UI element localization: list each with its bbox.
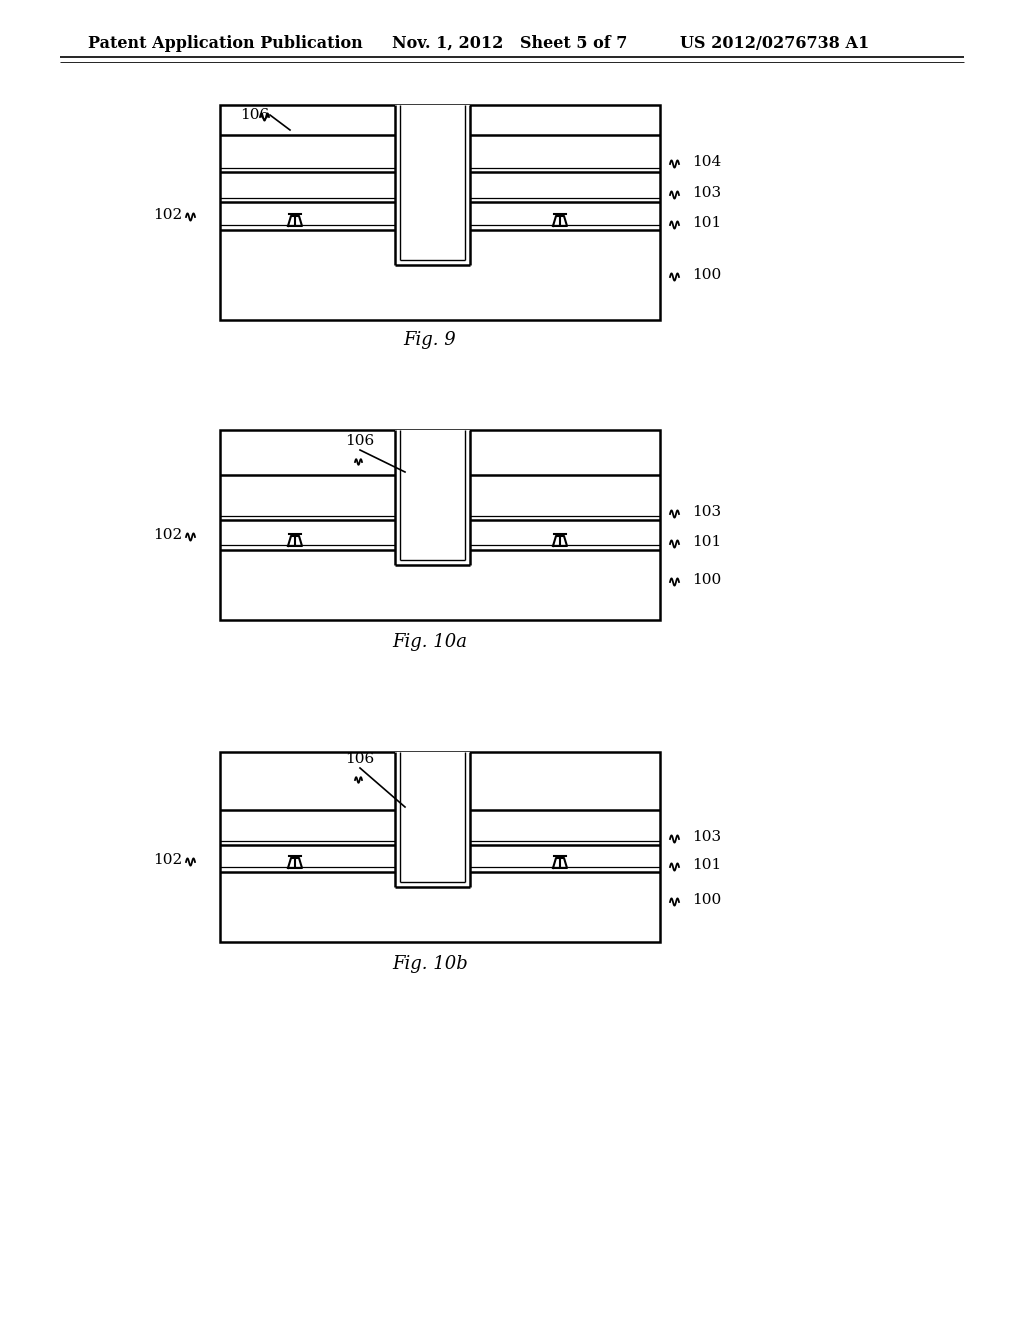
Text: 104: 104 <box>692 154 721 169</box>
Text: Fig. 9: Fig. 9 <box>403 331 457 348</box>
Text: Fig. 10a: Fig. 10a <box>392 634 468 651</box>
Text: 103: 103 <box>692 506 721 519</box>
Bar <box>220 106 660 319</box>
Text: 102: 102 <box>153 528 182 543</box>
Bar <box>220 430 660 620</box>
Text: 102: 102 <box>153 209 182 222</box>
Text: 101: 101 <box>692 535 721 549</box>
Text: 106: 106 <box>240 108 269 121</box>
Text: 100: 100 <box>692 268 721 282</box>
Text: 103: 103 <box>692 830 721 843</box>
Bar <box>220 752 660 942</box>
Bar <box>395 752 470 887</box>
Text: Patent Application Publication: Patent Application Publication <box>88 34 362 51</box>
Text: 106: 106 <box>345 752 375 766</box>
Text: 103: 103 <box>692 186 721 201</box>
Text: 101: 101 <box>692 858 721 873</box>
Text: US 2012/0276738 A1: US 2012/0276738 A1 <box>680 34 869 51</box>
Text: 106: 106 <box>345 434 375 447</box>
Text: Fig. 10b: Fig. 10b <box>392 954 468 973</box>
Text: 101: 101 <box>692 216 721 230</box>
Text: Nov. 1, 2012: Nov. 1, 2012 <box>392 34 504 51</box>
Text: 102: 102 <box>153 853 182 867</box>
Text: Sheet 5 of 7: Sheet 5 of 7 <box>520 34 628 51</box>
Text: 100: 100 <box>692 894 721 907</box>
Bar <box>395 430 470 565</box>
Text: 100: 100 <box>692 573 721 587</box>
Bar <box>395 106 470 265</box>
